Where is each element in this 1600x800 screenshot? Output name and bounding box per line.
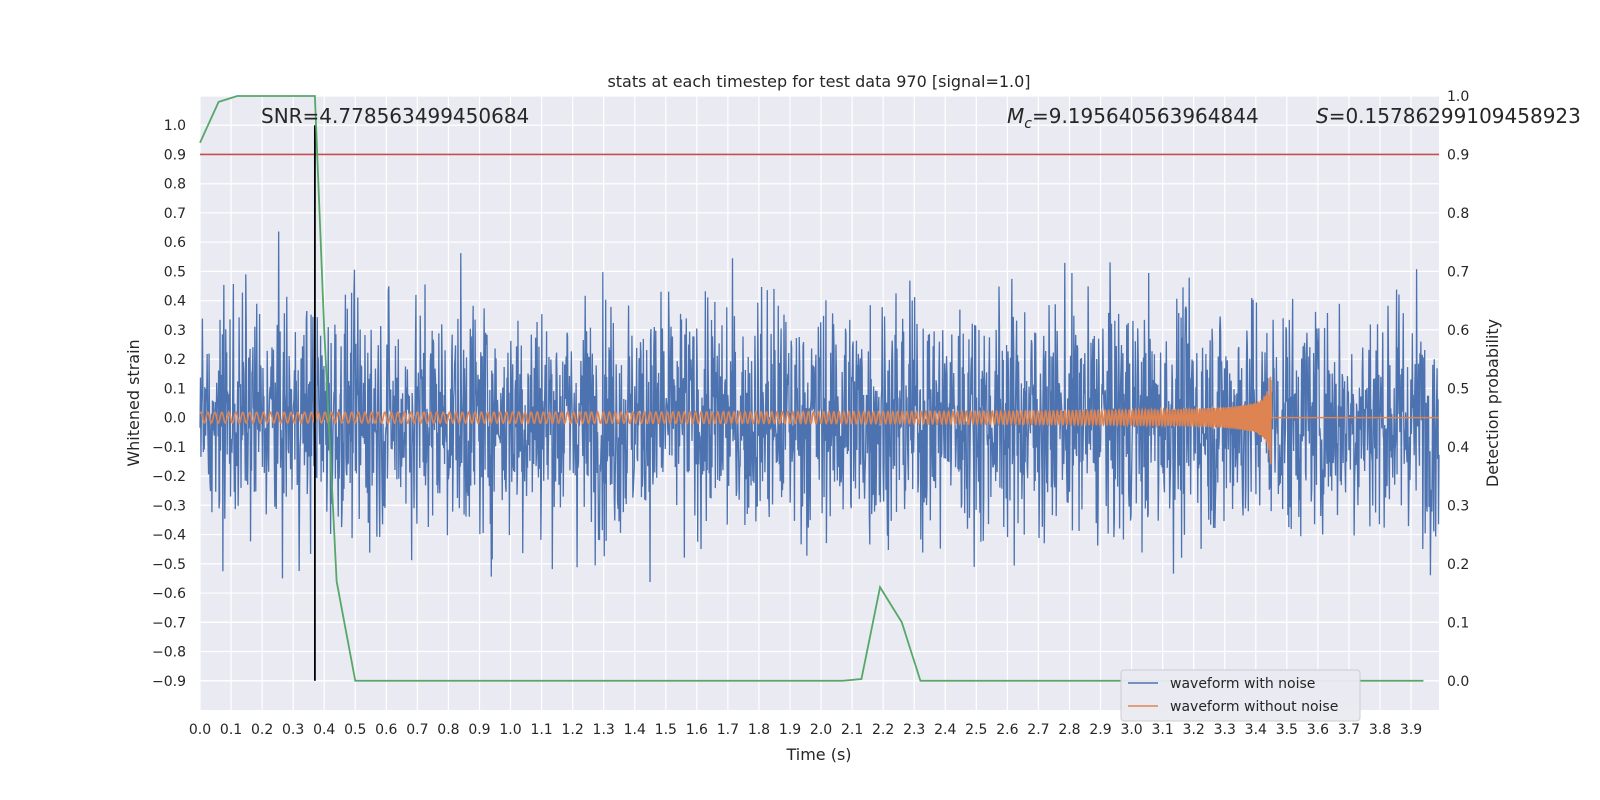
y-left-tick-label: −0.6 bbox=[152, 586, 186, 602]
x-tick-label: 2.3 bbox=[903, 722, 925, 738]
y-right-tick-label: 0.7 bbox=[1447, 264, 1469, 280]
x-tick-label: 1.2 bbox=[561, 722, 583, 738]
left-axis-ticks: 1.0 0.9 0.8 0.7 0.6 0.5 0.4 0.3 0.2 0.1 0.0 −0.1 −0.… bbox=[152, 118, 186, 690]
legend: waveform with noise waveform without noi… bbox=[1120, 669, 1361, 722]
x-tick-label: 0.1 bbox=[220, 722, 242, 738]
x-tick-label: 0.4 bbox=[313, 722, 335, 738]
y-left-tick-label: 0.3 bbox=[164, 323, 186, 339]
x-tick-label: 3.4 bbox=[1245, 722, 1267, 738]
x-tick-label: 2.8 bbox=[1058, 722, 1080, 738]
y-left-tick-label: −0.1 bbox=[152, 440, 186, 456]
legend-box bbox=[1120, 669, 1361, 722]
left-axis-label: Whitened strain bbox=[124, 339, 143, 466]
y-left-tick-label: −0.2 bbox=[152, 469, 186, 485]
y-left-tick-label: 0.5 bbox=[164, 264, 186, 280]
y-right-tick-label: 0.1 bbox=[1447, 615, 1469, 631]
chart-title: stats at each timestep for test data 970… bbox=[607, 72, 1030, 91]
s-annotation: S=0.15786299109458923 bbox=[1316, 104, 1581, 128]
legend-label-clean: waveform without noise bbox=[1170, 699, 1338, 715]
y-left-tick-label: 0.2 bbox=[164, 352, 186, 368]
x-axis-ticks: 0.0 0.1 0.2 0.3 0.4 0.5 0.6 0.7 0.8 0.9 1.0 1.1 1.2 1… bbox=[189, 722, 1422, 738]
chirp-mass-annotation: Mc=9.195640563964844 bbox=[1007, 104, 1259, 132]
y-right-tick-label: 0.8 bbox=[1447, 206, 1469, 222]
x-tick-label: 2.0 bbox=[810, 722, 832, 738]
x-tick-label: 1.3 bbox=[593, 722, 615, 738]
x-tick-label: 3.7 bbox=[1338, 722, 1360, 738]
y-right-tick-label: 0.9 bbox=[1447, 147, 1469, 163]
y-left-tick-label: 0.1 bbox=[164, 381, 186, 397]
x-tick-label: 1.6 bbox=[686, 722, 708, 738]
x-tick-label: 0.8 bbox=[437, 722, 459, 738]
y-right-tick-label: 0.2 bbox=[1447, 557, 1469, 573]
legend-label-noise: waveform with noise bbox=[1170, 676, 1315, 692]
x-tick-label: 0.7 bbox=[406, 722, 428, 738]
x-tick-label: 1.7 bbox=[717, 722, 739, 738]
x-tick-label: 2.4 bbox=[934, 722, 956, 738]
x-tick-label: 2.2 bbox=[872, 722, 894, 738]
overlay-lines bbox=[199, 95, 1439, 682]
y-left-tick-label: −0.8 bbox=[152, 645, 186, 661]
right-axis-label: Detection probability bbox=[1483, 319, 1502, 487]
x-tick-label: 3.6 bbox=[1307, 722, 1329, 738]
x-tick-label: 2.5 bbox=[965, 722, 987, 738]
y-left-tick-label: −0.4 bbox=[152, 528, 186, 544]
snr-annotation: SNR=4.778563499450684 bbox=[261, 104, 529, 128]
x-tick-label: 3.3 bbox=[1214, 722, 1236, 738]
x-tick-label: 2.7 bbox=[1027, 722, 1049, 738]
y-right-tick-label: 0.6 bbox=[1447, 323, 1469, 339]
y-right-tick-label: 0.4 bbox=[1447, 440, 1469, 456]
x-tick-label: 0.2 bbox=[251, 722, 273, 738]
x-tick-label: 3.9 bbox=[1400, 722, 1422, 738]
x-tick-label: 0.6 bbox=[375, 722, 397, 738]
x-tick-label: 1.9 bbox=[779, 722, 801, 738]
x-tick-label: 3.2 bbox=[1183, 722, 1205, 738]
y-left-tick-label: 0.4 bbox=[164, 294, 186, 310]
x-axis-label: Time (s) bbox=[785, 745, 851, 764]
x-tick-label: 0.3 bbox=[282, 722, 304, 738]
y-left-tick-label: 1.0 bbox=[164, 118, 186, 134]
x-tick-label: 1.8 bbox=[748, 722, 770, 738]
y-left-tick-label: −0.3 bbox=[152, 498, 186, 514]
y-left-tick-label: −0.9 bbox=[152, 674, 186, 690]
x-tick-label: 3.8 bbox=[1369, 722, 1391, 738]
detection-probability-line bbox=[199, 95, 1424, 682]
x-tick-label: 0.0 bbox=[189, 722, 211, 738]
y-left-tick-label: −0.7 bbox=[152, 615, 186, 631]
y-left-tick-label: 0.7 bbox=[164, 206, 186, 222]
series-waveform-without-noise bbox=[199, 376, 1439, 465]
clean-waveform-line bbox=[199, 376, 1439, 465]
x-tick-label: 1.0 bbox=[499, 722, 521, 738]
y-left-tick-label: 0.9 bbox=[164, 147, 186, 163]
right-axis-ticks: 1.0 0.9 0.8 0.7 0.6 0.5 0.4 0.3 0.2 0.1 0.0 bbox=[1447, 89, 1469, 690]
x-tick-label: 1.1 bbox=[530, 722, 552, 738]
y-left-tick-label: 0.8 bbox=[164, 177, 186, 193]
x-tick-label: 2.6 bbox=[996, 722, 1018, 738]
x-tick-label: 3.0 bbox=[1120, 722, 1142, 738]
y-left-tick-label: 0.0 bbox=[164, 411, 186, 427]
x-tick-label: 2.1 bbox=[841, 722, 863, 738]
x-tick-label: 1.5 bbox=[655, 722, 677, 738]
y-right-tick-label: 1.0 bbox=[1447, 89, 1469, 105]
x-tick-label: 1.4 bbox=[624, 722, 646, 738]
x-tick-label: 3.5 bbox=[1276, 722, 1298, 738]
x-tick-label: 3.1 bbox=[1151, 722, 1173, 738]
y-left-tick-label: 0.6 bbox=[164, 235, 186, 251]
y-right-tick-label: 0.3 bbox=[1447, 498, 1469, 514]
x-tick-label: 0.9 bbox=[468, 722, 490, 738]
y-right-tick-label: 0.0 bbox=[1447, 674, 1469, 690]
x-tick-label: 0.5 bbox=[344, 722, 366, 738]
y-right-tick-label: 0.5 bbox=[1447, 381, 1469, 397]
y-left-tick-label: −0.5 bbox=[152, 557, 186, 573]
x-tick-label: 2.9 bbox=[1089, 722, 1111, 738]
